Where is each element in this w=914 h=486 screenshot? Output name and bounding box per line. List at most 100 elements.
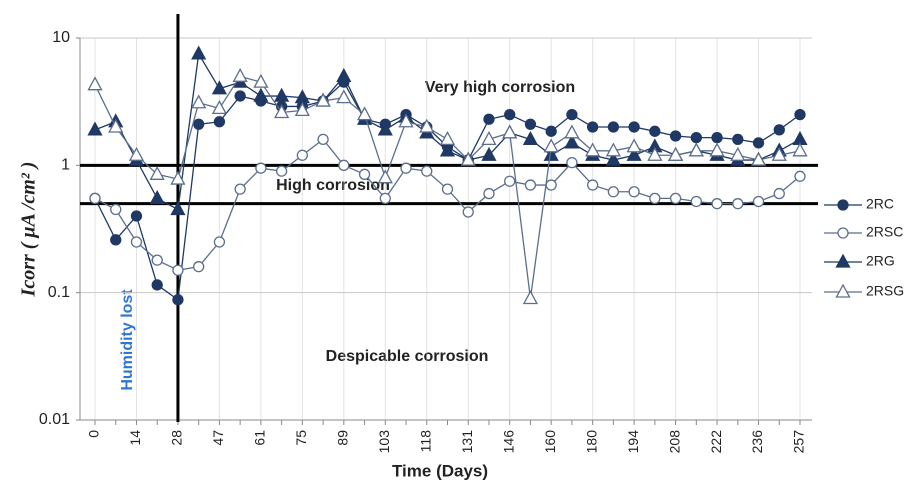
point [460, 151, 476, 166]
point [211, 100, 228, 115]
point [439, 142, 456, 157]
point [732, 198, 744, 210]
point [441, 183, 454, 195]
point [628, 121, 640, 133]
point [773, 187, 785, 200]
point [191, 45, 207, 60]
x-tick-label: 14 [127, 430, 143, 446]
x-tick-label: 160 [542, 430, 558, 454]
point [585, 142, 601, 157]
x-tick-label: 222 [708, 430, 724, 454]
point [750, 151, 767, 166]
x-tick-label: 61 [252, 430, 268, 446]
point [400, 162, 412, 174]
point [773, 124, 785, 136]
point [835, 283, 851, 298]
point [626, 146, 642, 161]
point [421, 165, 433, 177]
x-tick-label: 75 [293, 430, 309, 446]
point [711, 198, 723, 210]
point [358, 168, 371, 180]
point [211, 80, 228, 95]
point [356, 106, 373, 121]
point [213, 116, 226, 128]
x-tick-label: 257 [791, 430, 807, 454]
point [379, 192, 391, 205]
point [274, 87, 290, 102]
point [586, 179, 599, 191]
point [481, 146, 497, 161]
x-tick-label: 146 [500, 430, 516, 454]
legend-label: 2RSG [866, 283, 904, 299]
point [647, 146, 663, 161]
point [110, 234, 122, 246]
point [564, 124, 580, 139]
point [317, 133, 329, 145]
x-tick-label: 194 [625, 430, 641, 454]
point [419, 118, 435, 133]
point [752, 195, 765, 208]
point [564, 134, 580, 149]
point [398, 113, 414, 128]
point [792, 142, 808, 157]
point [87, 121, 103, 136]
x-tick-label: 89 [335, 430, 351, 446]
point [170, 170, 186, 185]
point [730, 146, 746, 161]
point [732, 133, 744, 145]
point [605, 151, 621, 166]
point [835, 253, 851, 268]
point [586, 121, 599, 133]
x-tick-label: 47 [210, 430, 226, 446]
y-tick-label: 0.01 [39, 411, 70, 428]
point [545, 179, 557, 191]
point [543, 138, 559, 153]
point [522, 290, 539, 305]
x-axis-title: Time (Days) [392, 461, 488, 480]
point [752, 137, 765, 149]
point [711, 131, 723, 144]
point [502, 124, 518, 139]
y-axis-title: Icorr ( μA /cm² ) [18, 162, 40, 298]
point [524, 179, 537, 191]
point [253, 87, 269, 102]
point [649, 125, 661, 137]
x-tick-label: 103 [376, 430, 392, 454]
point [483, 113, 495, 125]
point [232, 67, 248, 82]
legend-label: 2RSC [866, 224, 903, 240]
legend-label: 2RC [866, 196, 894, 212]
point [110, 203, 122, 216]
point [193, 261, 205, 273]
point [193, 118, 205, 130]
point [462, 206, 474, 218]
point [377, 121, 393, 136]
x-tick-label: 131 [459, 430, 475, 454]
point [274, 104, 290, 119]
point [128, 146, 145, 161]
point [151, 254, 163, 266]
legend-label: 2RG [866, 253, 895, 269]
point [669, 130, 682, 142]
point [771, 146, 787, 161]
point [234, 183, 246, 195]
point [89, 192, 101, 205]
point [607, 186, 620, 198]
point [709, 142, 725, 157]
annotation: Despicable corrosion [326, 348, 489, 365]
point [87, 76, 103, 91]
point [794, 109, 806, 121]
x-tick-label: 236 [749, 430, 765, 454]
point [234, 90, 246, 102]
point [688, 142, 704, 157]
point [108, 118, 124, 133]
point [504, 109, 516, 121]
y-tick-label: 1 [61, 157, 70, 174]
point [377, 169, 393, 184]
x-tick-label: 118 [417, 430, 433, 453]
point [626, 138, 642, 153]
annotation: Very high corrosion [425, 79, 575, 96]
point [130, 210, 143, 222]
point [275, 165, 288, 177]
point [690, 131, 702, 144]
